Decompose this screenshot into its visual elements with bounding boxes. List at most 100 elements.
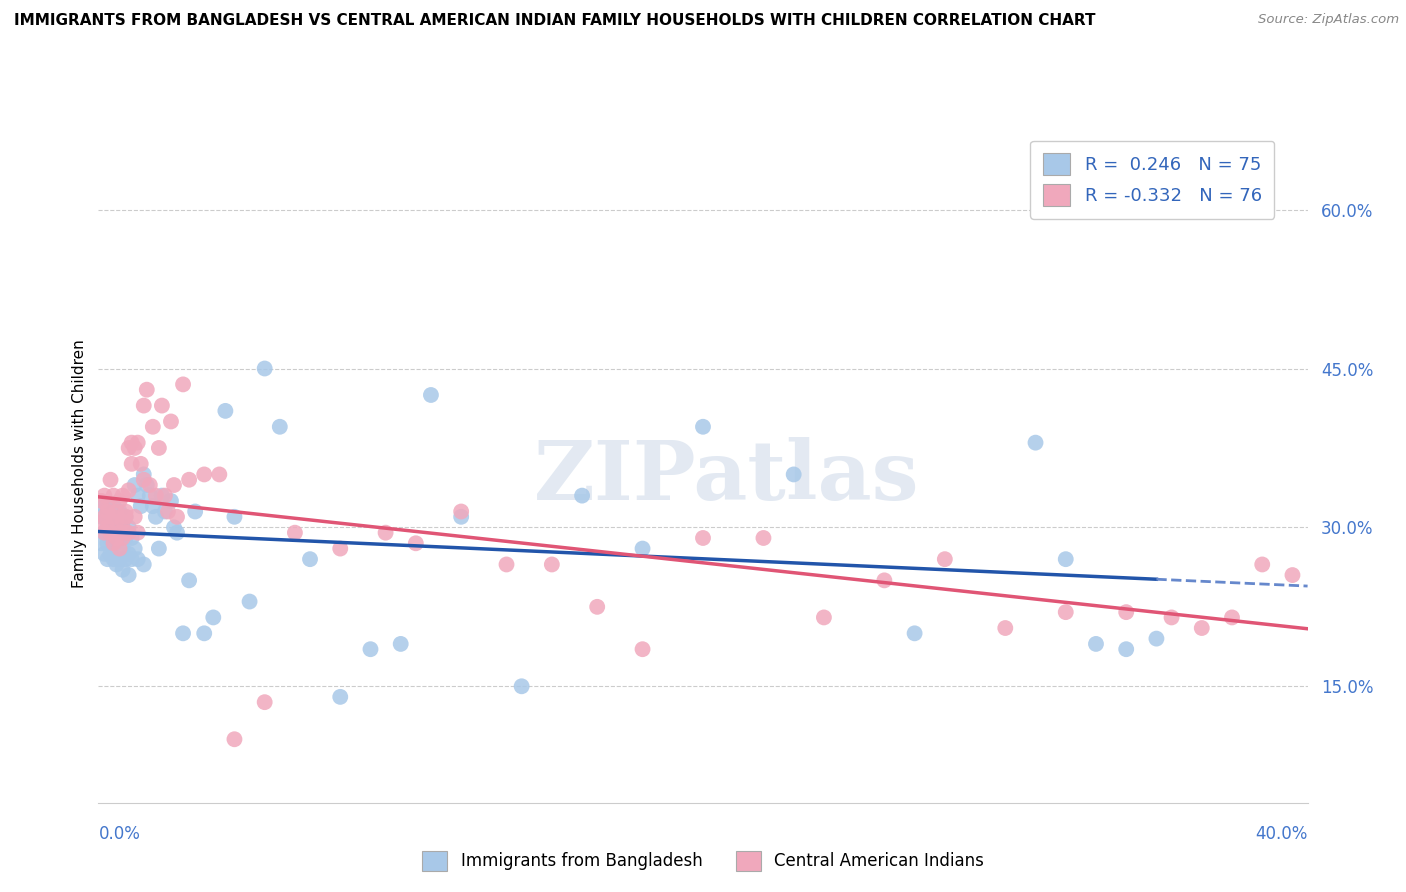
Point: [374, 525, 396, 540]
Point: [127, 435, 149, 450]
Point: [1191, 621, 1213, 635]
Point: [153, 489, 176, 503]
Point: [1160, 610, 1182, 624]
Point: [103, 536, 125, 550]
Point: [1085, 637, 1108, 651]
Point: [100, 547, 122, 561]
Point: [103, 552, 125, 566]
Text: 0.0%: 0.0%: [98, 825, 141, 843]
Point: [96, 552, 118, 566]
Point: [135, 478, 157, 492]
Point: [103, 489, 125, 503]
Point: [904, 626, 927, 640]
Point: [118, 547, 141, 561]
Point: [129, 457, 152, 471]
Point: [118, 441, 141, 455]
Point: [934, 552, 956, 566]
Point: [148, 541, 170, 556]
Point: [105, 536, 128, 550]
Point: [96, 536, 118, 550]
Point: [93, 525, 115, 540]
Point: [586, 599, 609, 614]
Point: [1054, 605, 1077, 619]
Point: [108, 541, 131, 556]
Point: [111, 489, 134, 503]
Point: [108, 504, 131, 518]
Point: [108, 525, 131, 540]
Point: [111, 531, 134, 545]
Point: [93, 500, 115, 514]
Point: [783, 467, 806, 482]
Point: [100, 473, 122, 487]
Point: [163, 520, 186, 534]
Point: [166, 525, 188, 540]
Point: [253, 361, 276, 376]
Point: [100, 525, 122, 540]
Point: [124, 478, 146, 492]
Point: [873, 574, 896, 588]
Point: [139, 478, 162, 492]
Point: [253, 695, 276, 709]
Point: [329, 690, 352, 704]
Text: 40.0%: 40.0%: [1256, 825, 1308, 843]
Point: [105, 531, 128, 545]
Point: [166, 509, 188, 524]
Point: [127, 489, 149, 503]
Point: [692, 531, 714, 545]
Point: [96, 520, 118, 534]
Point: [184, 504, 207, 518]
Point: [96, 504, 118, 518]
Point: [1281, 568, 1303, 582]
Point: [631, 642, 654, 657]
Point: [208, 467, 231, 482]
Point: [224, 732, 246, 747]
Point: [299, 552, 322, 566]
Point: [1144, 632, 1167, 646]
Point: [179, 574, 201, 588]
Point: [145, 489, 167, 503]
Point: [450, 504, 472, 518]
Point: [571, 489, 593, 503]
Point: [105, 515, 128, 529]
Point: [145, 509, 167, 524]
Point: [129, 500, 152, 514]
Point: [96, 520, 118, 534]
Point: [118, 525, 141, 540]
Point: [1115, 642, 1137, 657]
Point: [103, 500, 125, 514]
Point: [994, 621, 1017, 635]
Y-axis label: Family Households with Children: Family Households with Children: [72, 340, 87, 588]
Text: ZIPatlas: ZIPatlas: [534, 437, 920, 517]
Legend: Immigrants from Bangladesh, Central American Indians: Immigrants from Bangladesh, Central Amer…: [413, 842, 993, 880]
Point: [135, 383, 157, 397]
Point: [111, 520, 134, 534]
Point: [96, 500, 118, 514]
Point: [172, 626, 194, 640]
Point: [132, 473, 155, 487]
Point: [139, 489, 162, 503]
Point: [114, 525, 136, 540]
Point: [142, 500, 165, 514]
Point: [153, 504, 176, 518]
Legend: R =  0.246   N = 75, R = -0.332   N = 76: R = 0.246 N = 75, R = -0.332 N = 76: [1031, 141, 1274, 219]
Point: [90, 509, 112, 524]
Point: [93, 509, 115, 524]
Point: [114, 504, 136, 518]
Point: [118, 568, 141, 582]
Point: [105, 515, 128, 529]
Point: [1024, 435, 1046, 450]
Point: [124, 541, 146, 556]
Point: [121, 552, 143, 566]
Point: [163, 478, 186, 492]
Point: [114, 509, 136, 524]
Point: [132, 399, 155, 413]
Point: [284, 525, 307, 540]
Point: [121, 435, 143, 450]
Point: [269, 419, 291, 434]
Point: [142, 419, 165, 434]
Point: [121, 457, 143, 471]
Point: [510, 679, 533, 693]
Point: [111, 515, 134, 529]
Point: [105, 504, 128, 518]
Point: [160, 414, 183, 429]
